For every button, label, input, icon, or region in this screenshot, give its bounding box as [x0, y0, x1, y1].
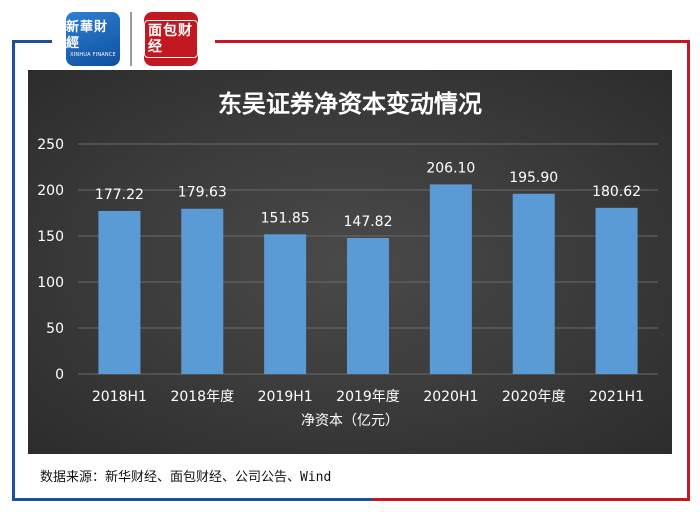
- bar: [429, 184, 472, 374]
- data-label: 151.85: [261, 210, 310, 226]
- xinhua-logo-subtext: XINHUA FINANCE: [70, 51, 116, 58]
- frame-right-red: [687, 40, 690, 501]
- x-tick-label: 2018H1: [92, 389, 147, 405]
- frame-top-red: [215, 40, 690, 43]
- data-labels: 177.22 179.63 151.85 147.82 206.10 195.90 180.…: [95, 160, 641, 230]
- bars: [98, 184, 638, 374]
- y-tick-labels: 0 50 100 150 200 250: [37, 137, 64, 383]
- y-tick-label: 150: [37, 229, 64, 245]
- data-label: 179.63: [178, 185, 227, 201]
- x-tick-label: 2020H1: [423, 389, 478, 405]
- x-axis-title: 净资本（亿元）: [301, 413, 399, 429]
- data-label: 147.82: [344, 214, 393, 230]
- data-label: 177.22: [95, 187, 144, 203]
- bar: [181, 208, 224, 374]
- x-tick-labels: 2018H1 2018年度 2019H1 2019年度 2020H1 2020年度 2021…: [92, 389, 644, 405]
- data-label: 206.10: [426, 160, 475, 176]
- frame-bottom-blue: [12, 498, 372, 501]
- x-tick-label: 2019H1: [258, 389, 313, 405]
- x-tick-label: 2019年度: [336, 389, 400, 405]
- logo-divider: [130, 12, 132, 66]
- bar: [98, 210, 141, 374]
- bar: [595, 207, 638, 374]
- mianbao-logo-text: 面包财经: [144, 20, 198, 58]
- x-tick-label: 2018年度: [170, 389, 234, 405]
- data-source-note: 数据来源：新华财经、面包财经、公司公告、Wind: [40, 470, 332, 485]
- bar: [264, 234, 307, 374]
- frame-bottom-red: [372, 498, 690, 501]
- xinhua-finance-logo: 新華財經 XINHUA FINANCE: [66, 12, 120, 66]
- data-label: 195.90: [509, 170, 558, 186]
- y-tick-label: 250: [37, 137, 64, 153]
- chart-title: 东吴证券净资本变动情况: [218, 90, 482, 118]
- y-tick-label: 200: [37, 183, 64, 199]
- bar: [512, 193, 555, 374]
- xinhua-logo-text: 新華財經: [66, 19, 109, 51]
- y-tick-label: 0: [55, 367, 64, 383]
- x-tick-label: 2021H1: [589, 389, 644, 405]
- y-tick-label: 50: [46, 321, 64, 337]
- bar: [347, 238, 389, 374]
- mianbao-finance-logo: 面包财经: [144, 12, 198, 66]
- chart-panel: 东吴证券净资本变动情况 0 50 100 150 200 250 177.22 179.63…: [28, 70, 672, 454]
- bar-chart: 东吴证券净资本变动情况 0 50 100 150 200 250 177.22 179.63…: [37, 90, 658, 429]
- frame-left-blue: [12, 40, 15, 500]
- x-tick-label: 2020年度: [502, 389, 566, 405]
- y-tick-label: 100: [37, 275, 64, 291]
- data-label: 180.62: [592, 184, 641, 200]
- frame-top-blue: [12, 40, 52, 43]
